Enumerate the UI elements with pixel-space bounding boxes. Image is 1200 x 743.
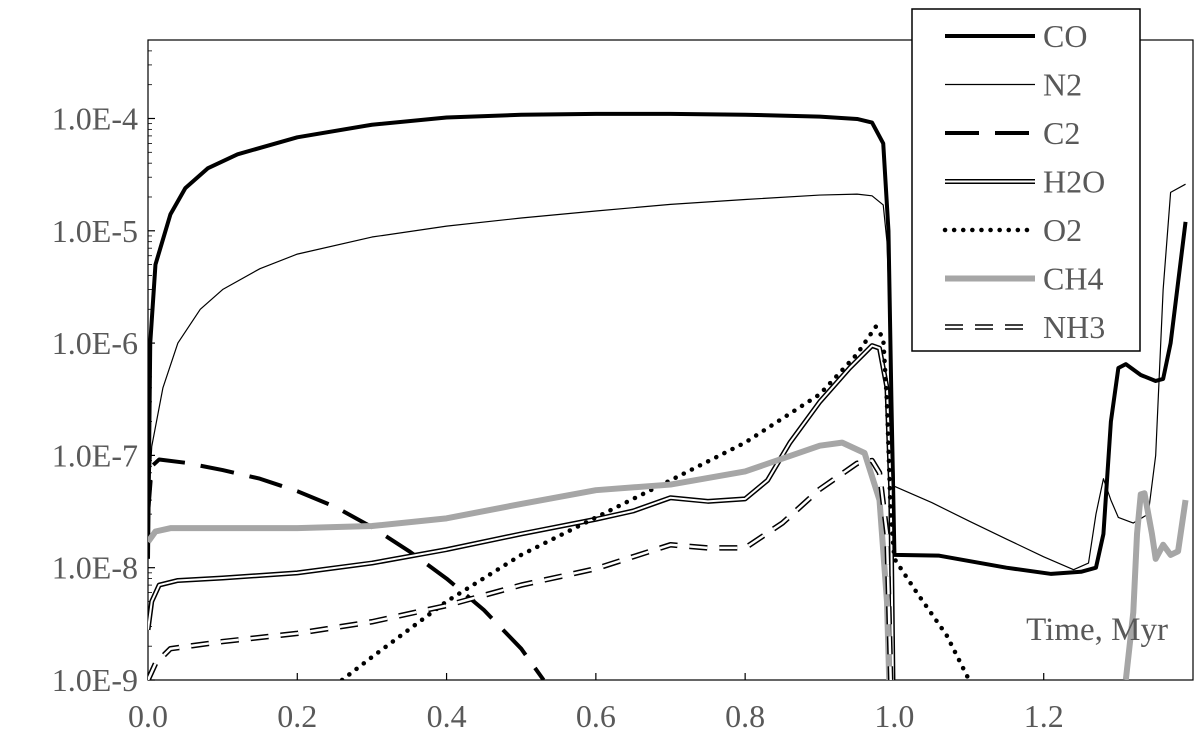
series-line-h2o — [148, 343, 896, 680]
legend-label-c2: C2 — [1043, 115, 1080, 151]
y-tick-label: 1.0E-8 — [52, 550, 138, 586]
x-axis-label: Time, Myr — [1026, 612, 1168, 648]
y-tick-label: 1.0E-7 — [52, 437, 138, 473]
plot-area-frame — [147, 39, 1194, 681]
y-tick-label: 1.0E-4 — [52, 100, 138, 136]
series-line-c2 — [148, 457, 546, 680]
x-tick-label: 0.6 — [576, 698, 616, 734]
series-lines — [148, 111, 1189, 680]
legend-label-h2o: H2O — [1043, 164, 1105, 200]
y-tick-label: 1.0E-9 — [52, 662, 138, 698]
series-line-h2o — [148, 344, 894, 680]
legend-label-nh3: NH3 — [1043, 309, 1105, 345]
series-line-n2 — [148, 183, 1186, 571]
y-axis: 1.0E-9 1.0E-8 1.0E-7 1.0E-6 1.0E-5 1.0E-4 — [52, 39, 155, 698]
series-line-co — [148, 111, 1188, 576]
legend-label-ch4: CH4 — [1043, 261, 1103, 297]
legend-label-n2: N2 — [1043, 67, 1082, 103]
legend-label-co: CO — [1043, 18, 1087, 54]
x-tick-label: 0.8 — [725, 698, 765, 734]
y-tick-label: 1.0E-5 — [52, 213, 138, 249]
series-line-ch4 — [1122, 490, 1189, 680]
legend: CO N2 C2 H2O O2 CH4 NH3 — [911, 8, 1141, 352]
x-tick-label: 1.0 — [874, 698, 914, 734]
x-tick-label: 0.2 — [277, 698, 317, 734]
x-tick-label: 0.4 — [427, 698, 467, 734]
y-tick-label: 1.0E-6 — [52, 325, 138, 361]
legend-label-o2: O2 — [1043, 212, 1082, 248]
series-line-o2 — [339, 324, 972, 680]
x-tick-label: 0.0 — [128, 698, 168, 734]
series-line-ch4 — [148, 439, 893, 680]
x-axis: 0.0 0.2 0.4 0.6 0.8 1.0 1.2 — [128, 673, 1064, 734]
series-line-nh3 — [148, 459, 892, 680]
x-tick-label: 1.2 — [1024, 698, 1064, 734]
